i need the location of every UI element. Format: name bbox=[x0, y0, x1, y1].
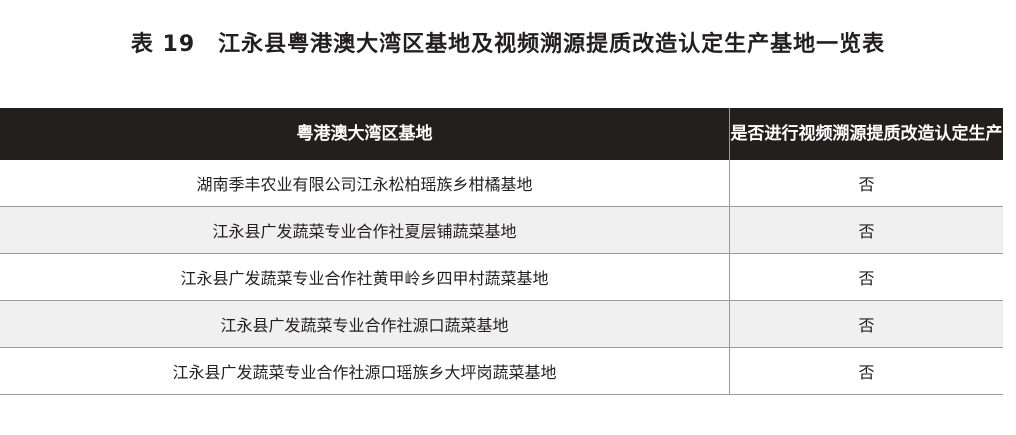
column-header-video-trace: 是否进行视频溯源提质改造认定生产 bbox=[729, 108, 1003, 160]
status-cell: 否 bbox=[729, 253, 1003, 301]
status-cell: 否 bbox=[729, 347, 1003, 395]
table-row: 湖南季丰农业有限公司江永松柏瑶族乡柑橘基地否 bbox=[0, 160, 1003, 207]
status-cell: 否 bbox=[729, 206, 1003, 254]
table-row: 江永县广发蔬菜专业合作社源口蔬菜基地否 bbox=[0, 300, 1003, 348]
column-header-base: 粤港澳大湾区基地 bbox=[0, 108, 730, 160]
status-cell: 否 bbox=[729, 300, 1003, 348]
base-name-cell: 江永县广发蔬菜专业合作社夏层铺蔬菜基地 bbox=[0, 206, 730, 254]
status-cell: 否 bbox=[729, 160, 1003, 207]
table-row: 江永县广发蔬菜专业合作社源口瑶族乡大坪岗蔬菜基地否 bbox=[0, 347, 1003, 395]
base-table: 粤港澳大湾区基地 是否进行视频溯源提质改造认定生产 湖南季丰农业有限公司江永松柏… bbox=[0, 108, 1003, 395]
table-title: 表 19 江永县粤港澳大湾区基地及视频溯源提质改造认定生产基地一览表 bbox=[130, 32, 886, 57]
base-name-cell: 江永县广发蔬菜专业合作社源口蔬菜基地 bbox=[0, 300, 730, 348]
table-row: 江永县广发蔬菜专业合作社黄甲岭乡四甲村蔬菜基地否 bbox=[0, 253, 1003, 301]
header-row: 粤港澳大湾区基地 是否进行视频溯源提质改造认定生产 bbox=[0, 108, 1003, 160]
base-name-cell: 湖南季丰农业有限公司江永松柏瑶族乡柑橘基地 bbox=[0, 160, 730, 207]
base-name-cell: 江永县广发蔬菜专业合作社源口瑶族乡大坪岗蔬菜基地 bbox=[0, 347, 730, 395]
table-row: 江永县广发蔬菜专业合作社夏层铺蔬菜基地否 bbox=[0, 206, 1003, 254]
base-name-cell: 江永县广发蔬菜专业合作社黄甲岭乡四甲村蔬菜基地 bbox=[0, 253, 730, 301]
